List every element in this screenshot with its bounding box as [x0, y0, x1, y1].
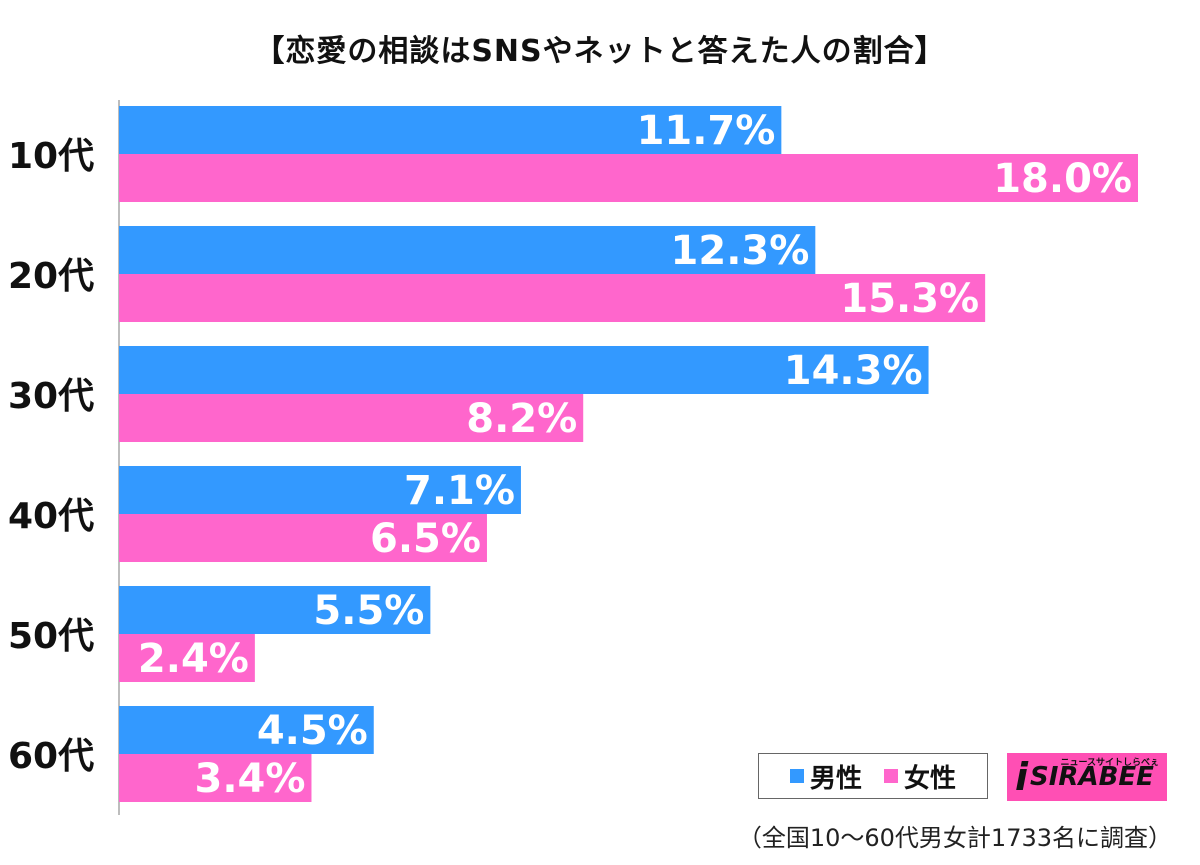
category-label-50s: 50代	[8, 616, 94, 657]
category-label-10s: 10代	[8, 136, 94, 177]
bar-female-30s	[119, 394, 584, 442]
bar-male-30s	[119, 346, 929, 394]
bar-female-20s	[119, 274, 986, 322]
bar-value-male-10s: 11.7%	[637, 108, 776, 154]
legend: 男性 女性	[758, 753, 988, 799]
legend-item-female: 女性	[884, 758, 956, 795]
bar-female-40s	[119, 514, 487, 562]
bar-male-20s	[119, 226, 816, 274]
category-label-30s: 30代	[8, 376, 94, 417]
legend-item-male: 男性	[789, 758, 862, 795]
bar-value-male-20s: 12.3%	[671, 228, 810, 274]
bar-male-40s	[119, 466, 521, 514]
bar-male-10s	[119, 106, 782, 154]
bar-value-female-60s: 3.4%	[195, 756, 306, 802]
chart-title: 【恋愛の相談はSNSやネットと答えた人の割合】	[254, 34, 946, 69]
category-label-20s: 20代	[8, 256, 94, 297]
logo-i-glyph: i	[1015, 755, 1029, 799]
legend-label-male: 男性	[809, 763, 862, 794]
sirabee-logo: i SIRABEE ニュースサイトしらべぇ	[1007, 753, 1167, 801]
bar-value-female-30s: 8.2%	[466, 396, 577, 442]
bar-value-female-50s: 2.4%	[138, 636, 249, 682]
bar-male-60s	[119, 706, 374, 754]
logo-text: SIRABEE	[1030, 762, 1154, 792]
legend-label-female: 女性	[904, 763, 957, 794]
bar-value-female-20s: 15.3%	[840, 276, 979, 322]
bar-value-female-10s: 18.0%	[993, 156, 1132, 202]
survey-footnote: （全国10～60代男女計1733名に調査）	[737, 824, 1172, 852]
legend-swatch-male	[789, 769, 804, 783]
bar-female-60s	[119, 754, 312, 802]
bar-value-male-60s: 4.5%	[257, 708, 368, 754]
legend-swatch-female	[884, 769, 898, 783]
logo-tagline: ニュースサイトしらべぇ	[1060, 758, 1159, 768]
category-label-40s: 40代	[8, 496, 94, 537]
bar-female-10s	[119, 154, 1138, 202]
bar-value-male-30s: 14.3%	[784, 348, 923, 394]
bar-value-female-40s: 6.5%	[370, 516, 481, 562]
bar-value-male-40s: 7.1%	[404, 468, 515, 514]
bar-value-male-50s: 5.5%	[313, 588, 424, 634]
bar-female-50s	[119, 634, 255, 682]
category-label-60s: 60代	[8, 736, 94, 777]
bar-male-50s	[119, 586, 431, 634]
